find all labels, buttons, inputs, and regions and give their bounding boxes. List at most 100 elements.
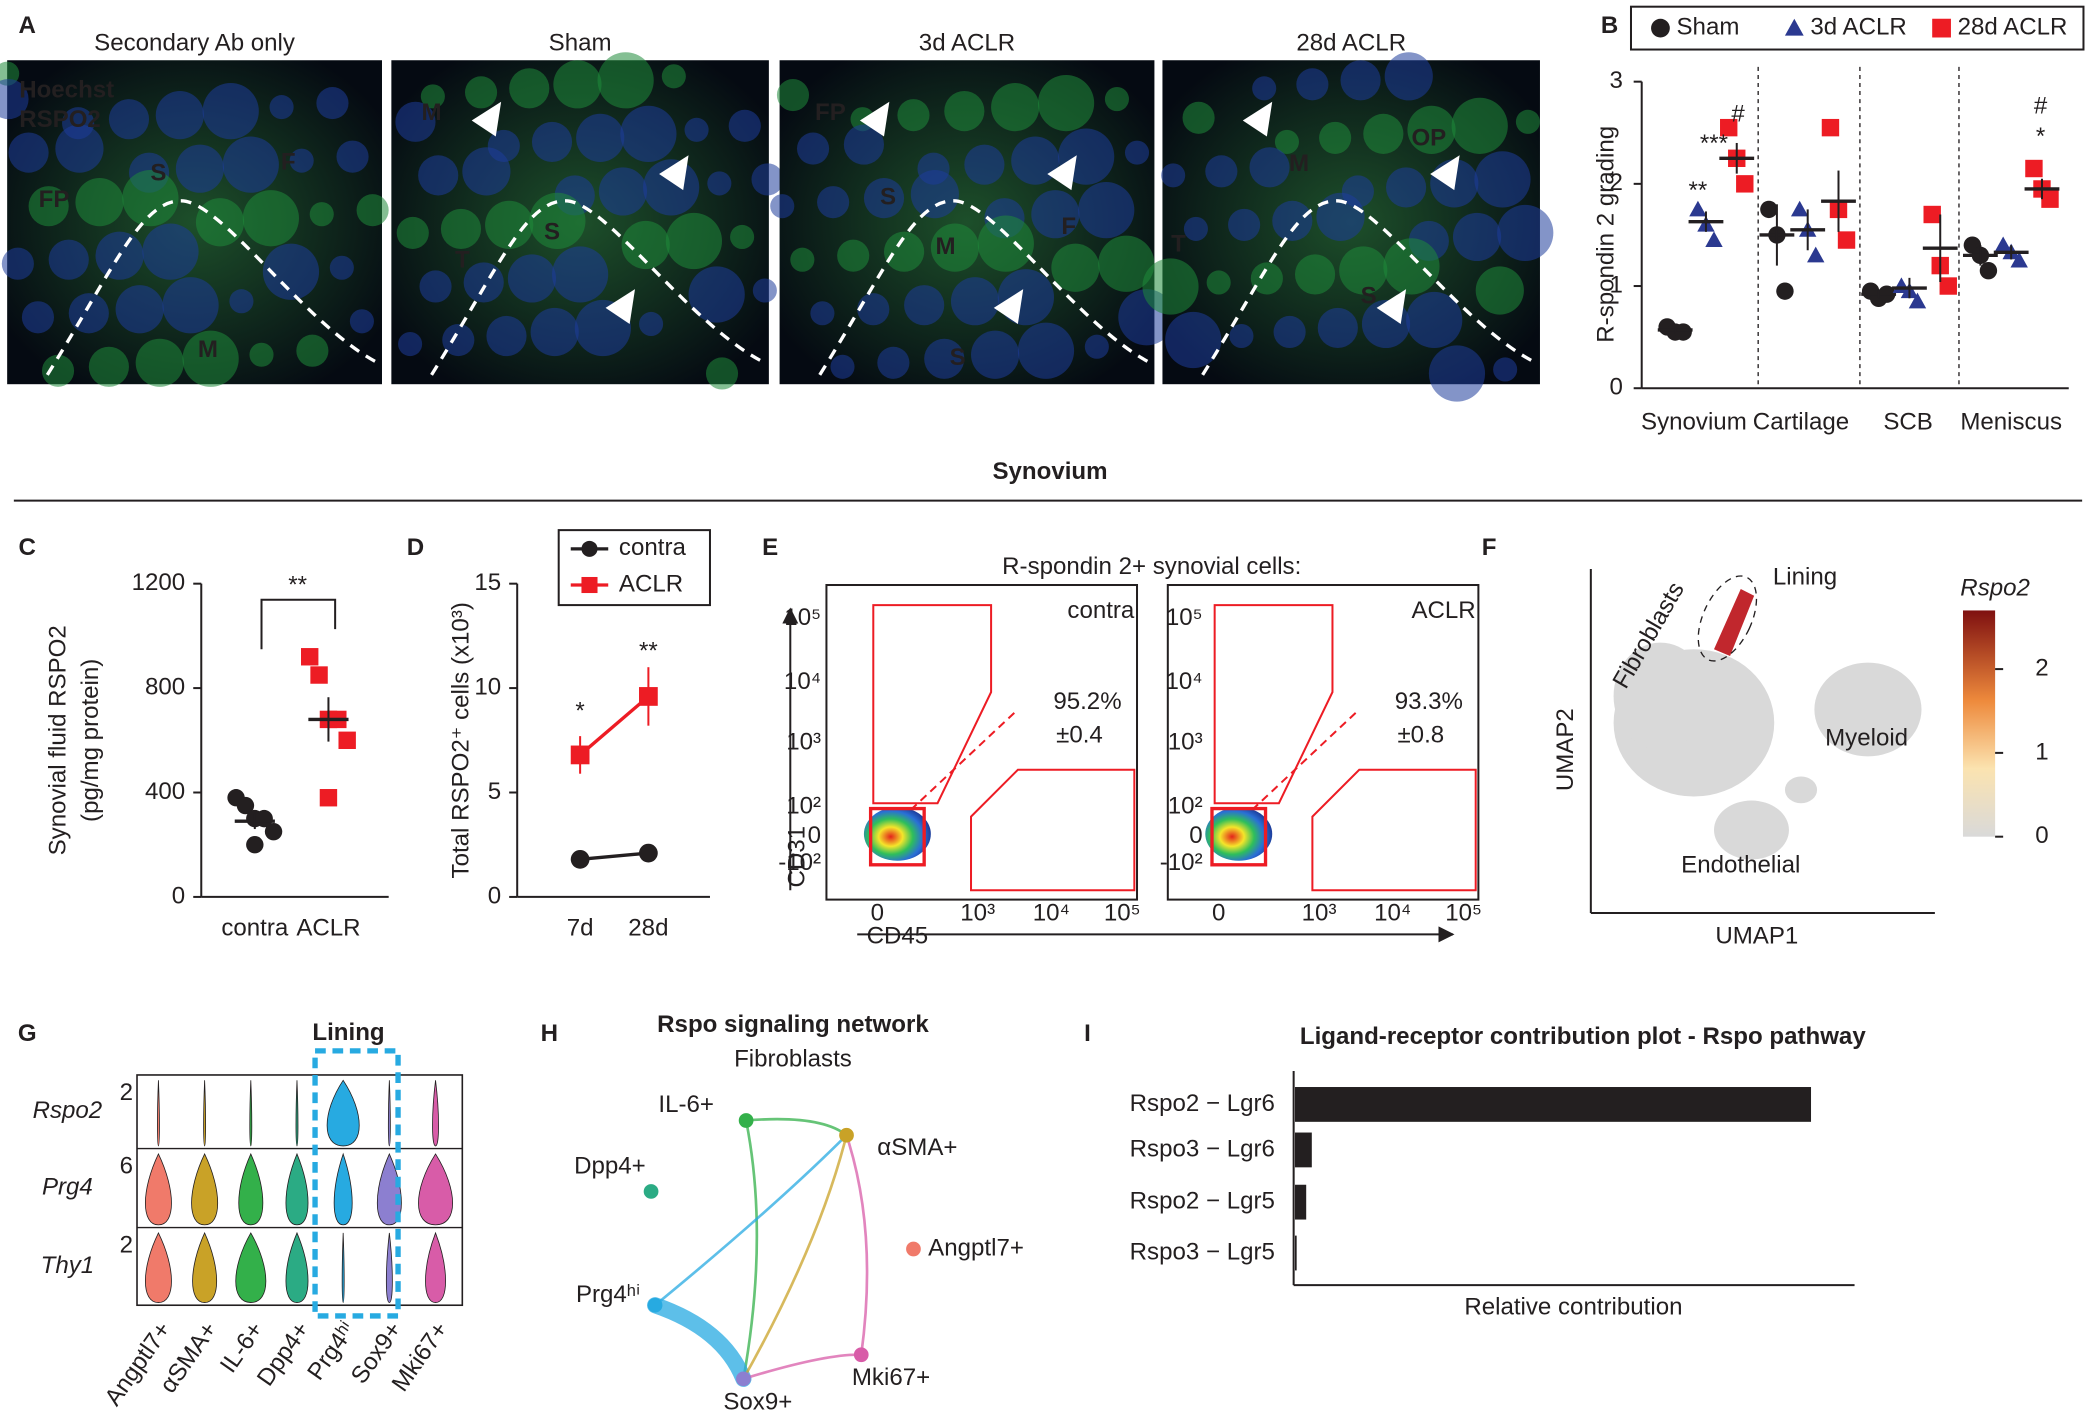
x-tick-label: 0 (871, 900, 884, 927)
x-tick-label: Cartilage (1753, 408, 1849, 435)
nucleus (1428, 345, 1486, 402)
section-title: Synovium (992, 458, 1107, 485)
nucleus (75, 178, 124, 227)
x-tick-label: ACLR (296, 914, 360, 941)
panel-label: E (762, 534, 778, 561)
nucleus (843, 124, 885, 165)
point (319, 789, 338, 807)
violin-frame (136, 1074, 464, 1307)
nucleus (810, 301, 835, 326)
scale-label: 6 (120, 1153, 133, 1180)
nucleus (796, 132, 830, 165)
point (1923, 205, 1941, 224)
violin (341, 1232, 345, 1303)
edge (744, 1117, 848, 1137)
gate-link (1251, 708, 1360, 811)
y-tick-label: Rspo3 − Lgr6 (1130, 1135, 1275, 1162)
edge (742, 1119, 759, 1381)
y-tick-label: 10³ (1168, 728, 1203, 755)
arrowhead (1242, 101, 1273, 137)
point (1932, 18, 1951, 38)
x-tick-label: 10³ (960, 900, 995, 927)
axis-label: CD45 (867, 922, 929, 949)
legend-label: Sham (1677, 13, 1740, 40)
nucleus (531, 121, 573, 162)
nucleus (289, 148, 314, 173)
series-line (579, 851, 649, 862)
tissue-label: T (455, 246, 470, 273)
nucleus (1474, 151, 1531, 208)
nucleus (977, 215, 1034, 272)
annotation: *** (1700, 130, 1728, 157)
nucleus (1406, 291, 1463, 349)
point (1979, 262, 1998, 280)
nucleus (1294, 254, 1336, 295)
highlight-label: Lining (312, 1019, 384, 1046)
tissue-label: S (544, 218, 560, 245)
nucleus (1493, 357, 1518, 382)
nucleus (1031, 190, 1080, 239)
nucleus (229, 289, 254, 314)
violin (387, 1080, 391, 1147)
nucleus (28, 186, 69, 227)
panel-label: I (1084, 1020, 1091, 1047)
violin (425, 1231, 446, 1303)
nucleus (997, 269, 1055, 326)
scale-label: 2 (120, 1232, 133, 1259)
nucleus (1124, 140, 1150, 165)
boundary (1201, 199, 1535, 376)
node (906, 1241, 921, 1257)
point (1807, 246, 1825, 263)
nucleus (857, 293, 890, 326)
colorbar-label: 0 (2035, 822, 2048, 849)
network-subtitle: Fibroblasts (734, 1046, 852, 1073)
y-tick-label: 400 (145, 778, 185, 805)
violin (432, 1080, 439, 1147)
nucleus (442, 323, 475, 357)
panel-label: D (407, 534, 424, 561)
y-tick-label: 0 (488, 882, 501, 909)
nucleus (944, 91, 985, 132)
bar (1294, 1132, 1312, 1168)
gate (1213, 604, 1334, 805)
y-tick-label: 800 (145, 673, 185, 700)
point (1651, 18, 1670, 38)
nucleus (1407, 105, 1456, 154)
point (1994, 236, 2012, 253)
legend-box (1629, 5, 2085, 51)
violin (144, 1153, 172, 1226)
point (1837, 231, 1856, 249)
y-tick-label: -10² (1160, 849, 1203, 876)
tissue-label: FP (815, 99, 846, 126)
nucleus (597, 52, 654, 109)
image-title: 28d ACLR (1296, 30, 1406, 57)
series-line (579, 695, 650, 757)
y-tick-label: 10³ (786, 728, 821, 755)
annotation: ** (288, 572, 307, 599)
violin (235, 1232, 267, 1303)
nucleus (418, 155, 459, 196)
violin (333, 1152, 353, 1226)
boundary (818, 199, 1149, 376)
cluster-label: Myeloid (1825, 724, 1908, 751)
violin (157, 1080, 160, 1147)
gene-label: Thy1 (41, 1252, 95, 1279)
nucleus (349, 309, 374, 334)
axis-label: UMAP1 (1715, 922, 1798, 949)
point (2010, 251, 2028, 268)
nucleus (707, 171, 732, 196)
gate (872, 604, 993, 805)
x-axis-label: Relative contribution (1464, 1293, 1682, 1320)
point (1776, 282, 1794, 300)
panel-label: H (541, 1020, 558, 1047)
nucleus (336, 140, 369, 173)
nucleus (162, 277, 219, 334)
nucleus (770, 194, 795, 219)
cluster-label: Lining (1773, 564, 1837, 591)
y-tick-label: 0 (172, 882, 185, 909)
point (1736, 175, 1754, 193)
x-tick-label: contra (221, 914, 289, 941)
nucleus (202, 82, 259, 140)
nucleus (1104, 87, 1129, 112)
nucleus (1274, 129, 1299, 154)
